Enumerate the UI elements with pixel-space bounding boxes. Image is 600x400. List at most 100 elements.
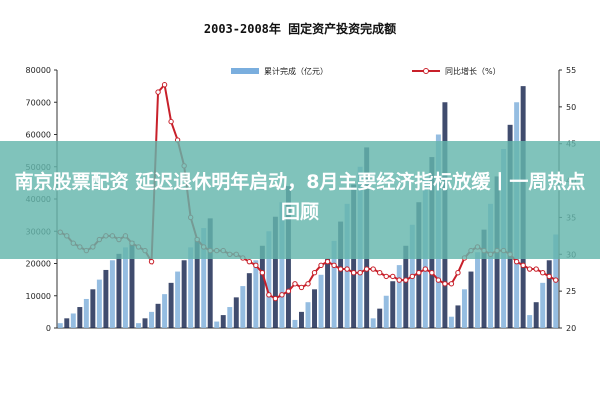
- line-point: [337, 266, 344, 272]
- line-point: [259, 270, 266, 276]
- line-point: [161, 82, 168, 88]
- line-point: [533, 266, 539, 272]
- legend-label-bar: 累计完成（亿元）: [264, 66, 328, 76]
- line-point: [520, 262, 526, 269]
- line-point: [305, 281, 311, 287]
- bar: [194, 237, 200, 328]
- line-point: [318, 262, 324, 269]
- y-right-tick-label: 25: [566, 287, 576, 296]
- bar: [331, 240, 337, 328]
- bar: [383, 295, 389, 328]
- line-point: [246, 258, 253, 265]
- bar: [155, 303, 161, 328]
- bar: [122, 247, 128, 328]
- line-point: [168, 118, 174, 125]
- bar: [540, 282, 546, 328]
- bar: [338, 221, 344, 328]
- bar: [272, 216, 278, 328]
- bar: [396, 265, 402, 328]
- legend-label-line: 同比增长（%）: [445, 66, 501, 76]
- bar: [416, 202, 422, 328]
- y-left-tick-label: 0: [46, 324, 51, 333]
- bar: [253, 260, 259, 328]
- bar: [481, 229, 487, 328]
- bar: [527, 315, 533, 328]
- bar: [136, 323, 141, 328]
- line-point: [448, 281, 455, 287]
- bar: [377, 308, 383, 328]
- line-point: [253, 262, 259, 269]
- line-point: [292, 281, 298, 287]
- bar: [546, 260, 552, 328]
- line-point: [416, 270, 422, 276]
- bar: [292, 319, 298, 328]
- line-point: [279, 292, 285, 298]
- bar: [175, 271, 181, 328]
- bar: [96, 279, 102, 328]
- bar: [207, 218, 213, 328]
- bar: [305, 302, 311, 328]
- y-right-tick-label: 20: [566, 324, 576, 333]
- y-left-tick-label: 80000: [26, 66, 51, 75]
- bar: [403, 245, 409, 328]
- line-point: [298, 284, 305, 291]
- y-right-tick-label: 50: [566, 103, 576, 112]
- line-point: [442, 281, 448, 287]
- bar: [168, 282, 174, 328]
- bar: [344, 203, 350, 328]
- bar: [299, 311, 304, 328]
- bar: [77, 307, 83, 328]
- line-point: [377, 270, 383, 276]
- line-point: [266, 292, 272, 298]
- bar: [488, 203, 494, 328]
- bar: [116, 253, 122, 328]
- bar: [149, 311, 155, 328]
- line-point: [435, 277, 442, 283]
- bar: [246, 273, 252, 328]
- y-left-tick-label: 20000: [26, 260, 51, 269]
- bar: [259, 245, 265, 328]
- line-point: [396, 277, 402, 283]
- bar: [181, 260, 187, 328]
- bar: [220, 315, 226, 328]
- line-point: [344, 266, 350, 272]
- legend: 累计完成（亿元） 同比增长（%）: [231, 66, 501, 76]
- line-point: [553, 277, 559, 283]
- bar: [312, 289, 317, 328]
- line-point: [331, 262, 337, 269]
- legend-swatch-bar: [231, 68, 259, 74]
- bar: [318, 274, 324, 328]
- line-point: [540, 270, 546, 276]
- bar: [214, 321, 220, 328]
- y-left-tick-label: 10000: [26, 292, 51, 301]
- line-point: [363, 266, 370, 272]
- bar: [240, 286, 246, 328]
- headline-text[interactable]: 南京股票配资 延迟退休明年启动，8月主要经济指标放缓丨一周热点回顾: [14, 171, 586, 223]
- chart-title: 2003-2008年 固定资产投资完成额: [204, 21, 396, 36]
- bar: [103, 269, 109, 328]
- line-point: [357, 270, 363, 276]
- bar: [266, 231, 272, 328]
- line-point: [155, 89, 161, 95]
- y-right-tick-label: 55: [566, 66, 576, 75]
- line-point: [390, 273, 396, 280]
- bar: [109, 260, 115, 328]
- bar: [233, 297, 239, 328]
- bar: [475, 252, 480, 328]
- y-left-tick-label: 60000: [26, 131, 51, 140]
- line-point: [526, 266, 533, 272]
- bar: [390, 281, 396, 328]
- bar: [188, 247, 194, 328]
- bar: [468, 271, 474, 328]
- line-point: [513, 258, 520, 265]
- line-point: [409, 273, 416, 280]
- bar: [83, 298, 89, 328]
- line-point: [324, 258, 331, 265]
- line-point: [285, 288, 292, 294]
- bar: [448, 316, 454, 328]
- line-point: [272, 295, 279, 302]
- line-point: [546, 273, 552, 280]
- line-point: [422, 266, 429, 272]
- line-point: [370, 266, 376, 272]
- bar: [370, 318, 376, 328]
